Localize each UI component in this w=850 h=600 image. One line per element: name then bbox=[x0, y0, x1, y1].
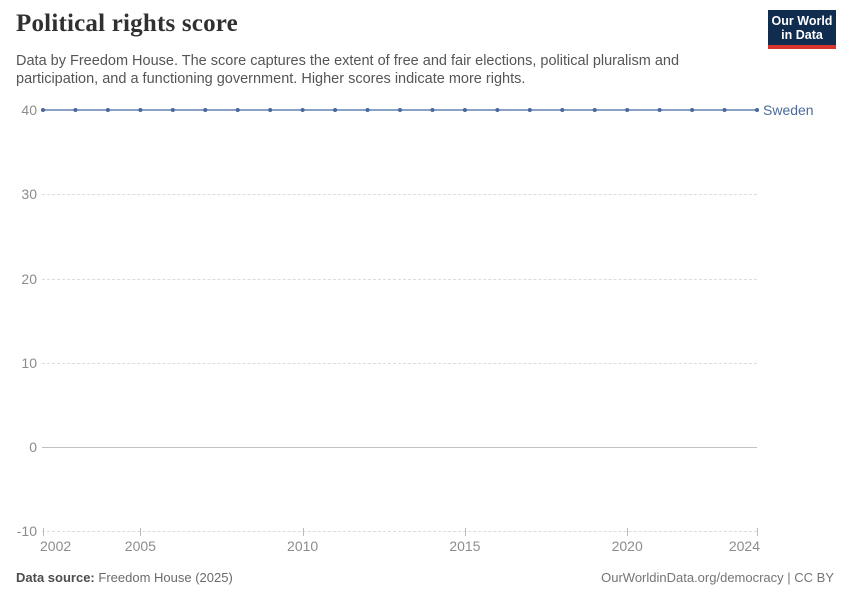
data-source-label: Data source: bbox=[16, 569, 95, 585]
owid-logo-line2: in Data bbox=[781, 27, 823, 42]
series-point[interactable] bbox=[105, 108, 110, 112]
x-axis-tick bbox=[140, 528, 142, 536]
y-axis-tick-label: 20 bbox=[21, 270, 37, 287]
x-axis-tick-label: 2015 bbox=[449, 538, 481, 554]
x-axis-tick bbox=[464, 528, 466, 536]
series-point[interactable] bbox=[690, 108, 695, 112]
y-gridline bbox=[42, 362, 757, 364]
owid-logo-line1: Our World bbox=[771, 13, 833, 28]
credit-link[interactable]: OurWorldinData.org/democracy | CC BY bbox=[601, 569, 834, 585]
series-point[interactable] bbox=[365, 108, 370, 112]
x-axis-tick-label: 2024 bbox=[728, 538, 760, 554]
series-point[interactable] bbox=[333, 108, 338, 112]
y-axis-tick-label: 10 bbox=[21, 354, 37, 371]
series-point[interactable] bbox=[495, 108, 500, 112]
series-point[interactable] bbox=[722, 108, 727, 112]
x-axis-tick-label: 2020 bbox=[611, 538, 643, 554]
y-gridline bbox=[42, 194, 757, 196]
series-point[interactable] bbox=[560, 108, 565, 112]
y-gridline bbox=[42, 531, 757, 533]
series-point[interactable] bbox=[170, 108, 175, 112]
series-point[interactable] bbox=[430, 108, 435, 112]
series-point[interactable] bbox=[41, 108, 45, 112]
y-axis-tick-label: 40 bbox=[21, 102, 37, 118]
x-axis-tick bbox=[302, 528, 304, 536]
series-point[interactable] bbox=[268, 108, 273, 112]
y-axis-tick-label: 0 bbox=[29, 439, 37, 455]
series-point[interactable] bbox=[73, 108, 78, 112]
x-axis-tick-label: 2010 bbox=[287, 538, 319, 554]
series-label-sweden[interactable]: Sweden bbox=[763, 102, 814, 118]
series-point[interactable] bbox=[300, 108, 305, 112]
chart-footer: Data source: Freedom House (2025) OurWor… bbox=[16, 568, 834, 586]
series-point[interactable] bbox=[527, 108, 532, 112]
y-axis-tick-label: 30 bbox=[21, 186, 37, 203]
data-source-value: Freedom House (2025) bbox=[98, 569, 233, 585]
x-axis-tick bbox=[627, 528, 629, 536]
series-point[interactable] bbox=[235, 108, 240, 112]
series-point[interactable] bbox=[657, 108, 662, 112]
series-point[interactable] bbox=[462, 108, 467, 112]
owid-logo[interactable]: Our World in Data bbox=[768, 10, 836, 49]
series-point[interactable] bbox=[592, 108, 597, 112]
page-title: Political rights score bbox=[16, 10, 238, 37]
x-axis-tick-label: 2002 bbox=[40, 538, 72, 554]
chart-subtitle: Data by Freedom House. The score capture… bbox=[16, 53, 680, 87]
zero-gridline bbox=[42, 447, 757, 448]
x-axis-tick bbox=[43, 528, 44, 536]
series-point[interactable] bbox=[138, 108, 143, 112]
x-axis-tick bbox=[757, 528, 758, 536]
series-point[interactable] bbox=[755, 108, 759, 112]
x-axis-tick-label: 2005 bbox=[124, 538, 156, 554]
y-axis-tick-label: -10 bbox=[16, 523, 37, 540]
series-point[interactable] bbox=[203, 108, 208, 112]
series-point[interactable] bbox=[625, 108, 630, 112]
data-source: Data source: Freedom House (2025) bbox=[16, 570, 233, 585]
series-point[interactable] bbox=[398, 108, 402, 112]
y-gridline bbox=[42, 278, 757, 280]
